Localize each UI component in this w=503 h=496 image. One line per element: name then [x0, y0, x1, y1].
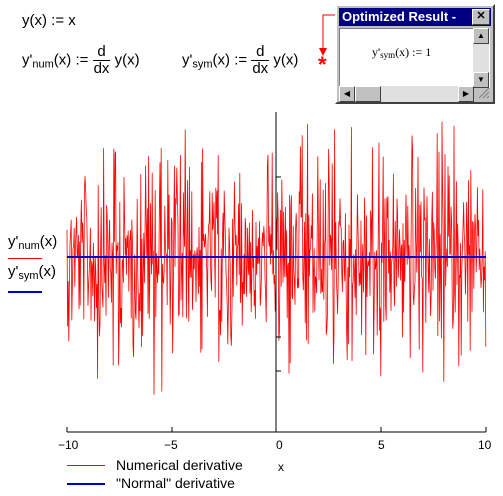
- sym-def-op: :=: [234, 51, 248, 69]
- window-title: Optimized Result -: [342, 9, 457, 24]
- x-axis-label: x: [278, 460, 284, 474]
- sym-def-lhs-sub: sym: [192, 58, 213, 71]
- x-tick-label: 5: [378, 438, 385, 452]
- y-label-sym-base: y': [8, 263, 19, 280]
- equation-num-def[interactable]: y'num(x) := d dx y(x): [22, 44, 140, 77]
- sym-def-derivative-fraction: d dx: [251, 44, 270, 77]
- horizontal-scrollbar[interactable]: ◀ ▶: [339, 86, 474, 102]
- frac-numerator: d: [92, 44, 111, 61]
- equation-y-def[interactable]: y(x) := x: [22, 12, 76, 29]
- y-label-num: y'num(x): [8, 233, 57, 252]
- result-sub: sym: [380, 50, 396, 60]
- x-tick-label: −10: [58, 438, 79, 452]
- y-label-num-swatch: [8, 258, 42, 259]
- scroll-left-arrow-icon[interactable]: ◀: [339, 86, 355, 102]
- frac-denominator: dx: [252, 60, 269, 77]
- x-tick-label: −5: [164, 438, 178, 452]
- y-label-sym-swatch: [8, 291, 42, 293]
- scroll-right-arrow-icon[interactable]: ▶: [458, 86, 474, 102]
- sym-def-rhs: y(x): [273, 51, 299, 69]
- frac-numerator: d: [251, 44, 270, 61]
- vertical-scrollbar[interactable]: ▲ ▼: [473, 28, 489, 88]
- result-base: y': [372, 45, 381, 59]
- num-def-lhs-sub: num: [32, 58, 54, 71]
- x-tick-label: 10: [478, 438, 492, 452]
- y-label-num-base: y': [8, 233, 19, 250]
- window-title-bar[interactable]: Optimized Result - ✕: [339, 8, 491, 26]
- result-rest: (x) := 1: [395, 45, 432, 59]
- y-label-sym-arg: (x): [38, 263, 57, 280]
- y-label-sym: y'sym(x): [8, 263, 56, 282]
- scroll-down-arrow-icon[interactable]: ▼: [473, 72, 489, 88]
- result-content-area: y'sym(x) := 1: [339, 28, 490, 88]
- y-def-op: :=: [51, 12, 65, 29]
- legend-swatch-normal: [67, 483, 105, 485]
- result-arrow: [319, 14, 340, 56]
- num-def-derivative-fraction: d dx: [92, 44, 111, 77]
- resize-grip-icon[interactable]: [475, 84, 491, 100]
- equation-sym-def[interactable]: y'sym(x) := d dx y(x): [182, 44, 298, 77]
- num-def-rhs: y(x): [114, 51, 140, 69]
- legend-label-normal: "Normal" derivative: [116, 475, 235, 491]
- optimized-result-window[interactable]: Optimized Result - ✕ y'sym(x) := 1 ▲ ▼ ◀…: [335, 4, 495, 104]
- x-tick-label: 0: [276, 438, 283, 452]
- num-def-op: :=: [75, 51, 89, 69]
- scroll-up-arrow-icon[interactable]: ▲: [473, 28, 489, 44]
- legend-swatch-numerical: [67, 465, 105, 466]
- close-button[interactable]: ✕: [472, 9, 490, 25]
- frac-denominator: dx: [93, 60, 110, 77]
- num-def-lhs-arg: (x): [53, 51, 72, 69]
- y-label-sym-sub: sym: [18, 270, 39, 282]
- y-label-num-sub: num: [18, 240, 40, 252]
- sym-def-lhs-arg: (x): [212, 51, 231, 69]
- optimized-result-expression: y'sym(x) := 1: [372, 45, 431, 60]
- y-label-num-arg: (x): [39, 233, 58, 250]
- axis-ticks: [66, 176, 487, 432]
- legend-label-numerical: Numerical derivative: [116, 457, 243, 473]
- sym-def-lhs-base: y': [182, 51, 193, 69]
- y-def-rhs: x: [68, 12, 76, 29]
- y-def-lhs: y(x): [22, 12, 47, 29]
- num-def-lhs-base: y': [22, 51, 33, 69]
- scroll-thumb[interactable]: [355, 86, 381, 102]
- optimize-marker[interactable]: *: [318, 52, 327, 77]
